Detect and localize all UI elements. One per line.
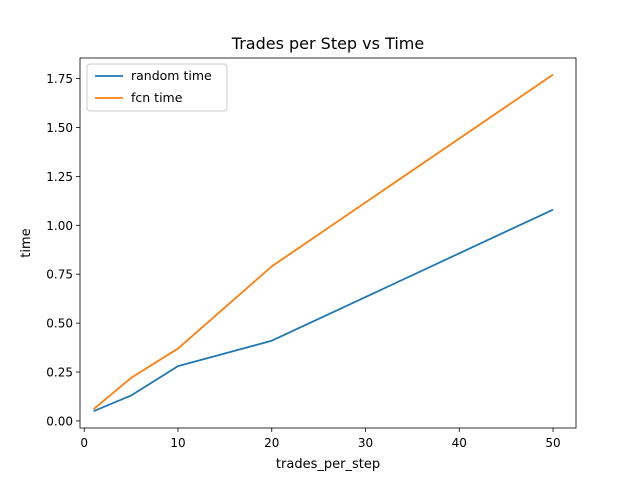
legend-label-fcn-time: fcn time [131, 90, 183, 105]
series-layer [93, 73, 554, 413]
series-line-fcn-time [93, 73, 554, 410]
x-tick-label: 0 [80, 436, 88, 450]
y-tick-label: 0.25 [46, 366, 73, 380]
y-tick-label: 0.75 [46, 268, 73, 282]
series-line-random-time [93, 208, 554, 413]
plot-area-frame [79, 57, 577, 429]
y-axis-ticks: 0.00 0.25 0.50 0.75 1.00 1.25 1.50 1.75 [46, 72, 80, 428]
y-tick-label: 1.25 [46, 170, 73, 184]
x-tick-label: 40 [452, 436, 467, 450]
y-tick-label: 1.00 [46, 219, 73, 233]
x-axis-title: trades_per_step [276, 457, 380, 472]
y-axis-title: time [19, 228, 34, 257]
y-tick-label: 1.50 [46, 121, 73, 135]
legend: random time fcn time [86, 63, 228, 112]
x-axis-ticks: 0 10 20 30 40 50 [80, 428, 561, 450]
y-tick-label: 1.75 [46, 72, 73, 86]
x-tick-label: 20 [264, 436, 279, 450]
legend-label-random-time: random time [131, 68, 212, 83]
x-tick-label: 30 [358, 436, 373, 450]
y-tick-label: 0.00 [46, 414, 73, 428]
chart-title: Trades per Step vs Time [231, 34, 424, 53]
x-tick-label: 10 [170, 436, 185, 450]
x-tick-label: 50 [545, 436, 560, 450]
y-tick-label: 0.50 [46, 317, 73, 331]
